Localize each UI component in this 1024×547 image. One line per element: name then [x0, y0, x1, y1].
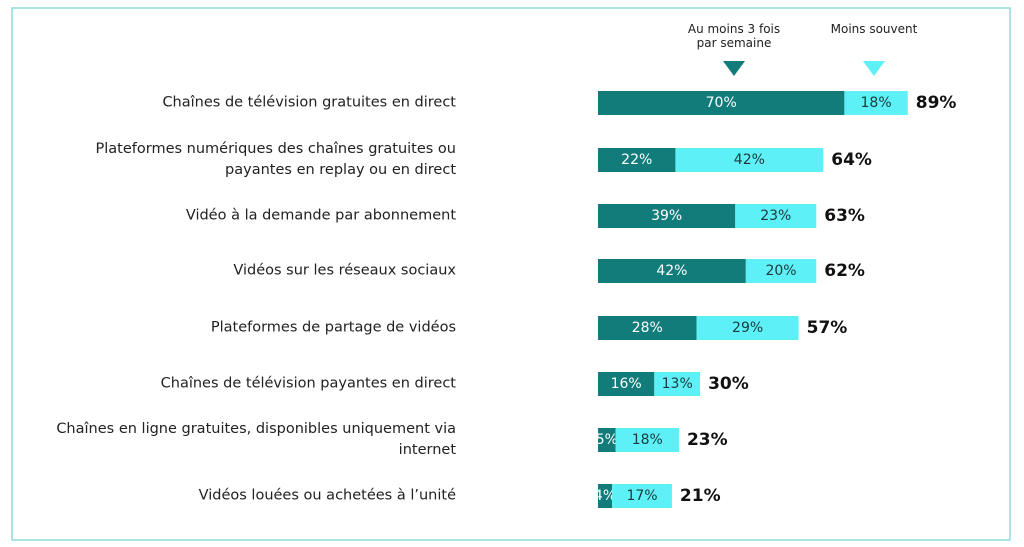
bar-segment — [598, 428, 616, 452]
value-label: 18% — [632, 432, 663, 448]
bar-segment — [735, 204, 817, 228]
total-label: 64% — [831, 150, 872, 170]
total-label: 89% — [916, 93, 957, 113]
value-label: 18% — [861, 95, 892, 111]
total-label: 23% — [687, 430, 728, 450]
category-label: Vidéo à la demande par abonnement — [185, 207, 456, 224]
total-label: 63% — [824, 206, 865, 226]
value-label: 23% — [760, 208, 791, 224]
value-label: 29% — [732, 320, 763, 336]
bar-segment — [598, 148, 676, 172]
category-label: Plateformes numériques des chaînes gratu… — [95, 141, 456, 178]
total-label: 30% — [708, 374, 749, 394]
legend-marker — [863, 61, 885, 76]
bar-segment — [612, 484, 672, 508]
category-label: Chaînes de télévision gratuites en direc… — [162, 94, 456, 111]
value-label: 70% — [706, 95, 737, 111]
legend-label: Moins souvent — [830, 22, 918, 36]
category-label: Vidéos sur les réseaux sociaux — [233, 262, 456, 279]
bar-segment — [598, 316, 697, 340]
value-label: 42% — [656, 263, 687, 279]
value-label: 28% — [632, 320, 663, 336]
bar-segment — [615, 428, 679, 452]
value-label: 16% — [611, 376, 642, 392]
category-label: Chaînes en ligne gratuites, disponibles … — [56, 421, 456, 458]
value-label: 22% — [621, 152, 652, 168]
total-label: 62% — [824, 261, 865, 281]
value-label: 42% — [734, 152, 765, 168]
bar-segment — [598, 259, 746, 283]
bar-segment — [598, 204, 736, 228]
value-label: 5% — [596, 432, 618, 448]
total-label: 57% — [807, 318, 848, 338]
legend-marker — [723, 61, 745, 76]
frame — [11, 7, 1011, 541]
bar-segment — [696, 316, 799, 340]
category-label: Plateformes de partage de vidéos — [210, 319, 456, 336]
value-label: 20% — [765, 263, 796, 279]
bar-segment — [675, 148, 824, 172]
bar-segment — [745, 259, 817, 283]
value-label: 4% — [594, 488, 616, 504]
category-label: Chaînes de télévision payantes en direct — [160, 375, 456, 392]
category-label: Vidéos louées ou achetées à l’unité — [198, 487, 456, 504]
value-label: 39% — [651, 208, 682, 224]
bar-segment — [654, 372, 701, 396]
bar-segment — [598, 372, 655, 396]
legend-label: Au moins 3 fois par semaine — [687, 22, 781, 50]
bar-segment — [844, 91, 908, 115]
value-label: 13% — [662, 376, 693, 392]
value-label: 17% — [626, 488, 657, 504]
bar-segment — [598, 484, 613, 508]
total-label: 21% — [680, 486, 721, 506]
bar-segment — [598, 91, 845, 115]
